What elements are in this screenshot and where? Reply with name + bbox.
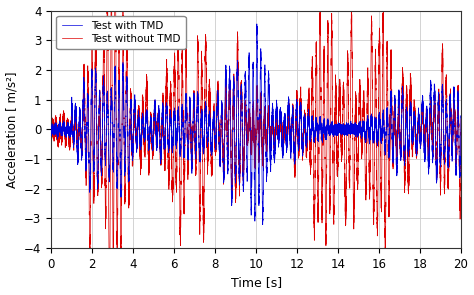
- Test without TMD: [458, 117, 464, 121]
- Line: Test with TMD: Test with TMD: [51, 24, 461, 225]
- Test with TMD: [296, 142, 302, 146]
- Test without TMD: [311, 222, 317, 225]
- Y-axis label: Acceleration [ m/s²]: Acceleration [ m/s²]: [6, 71, 18, 188]
- X-axis label: Time [s]: Time [s]: [230, 276, 282, 289]
- Test with TMD: [458, 116, 464, 120]
- Test with TMD: [260, 223, 265, 227]
- Test with TMD: [311, 137, 317, 140]
- Test without TMD: [104, 9, 110, 12]
- Test with TMD: [48, 130, 54, 133]
- Test with TMD: [254, 22, 260, 26]
- Line: Test without TMD: Test without TMD: [51, 11, 461, 248]
- Test without TMD: [342, 163, 347, 166]
- Test without TMD: [151, 140, 156, 144]
- Legend: Test with TMD, Test without TMD: Test with TMD, Test without TMD: [56, 16, 185, 49]
- Test without TMD: [48, 120, 54, 124]
- Test with TMD: [150, 135, 156, 138]
- Test without TMD: [242, 101, 248, 104]
- Test with TMD: [242, 83, 248, 87]
- Test with TMD: [432, 84, 438, 88]
- Test without TMD: [296, 148, 302, 152]
- Test without TMD: [432, 103, 438, 106]
- Test without TMD: [87, 246, 92, 250]
- Test with TMD: [342, 124, 347, 128]
